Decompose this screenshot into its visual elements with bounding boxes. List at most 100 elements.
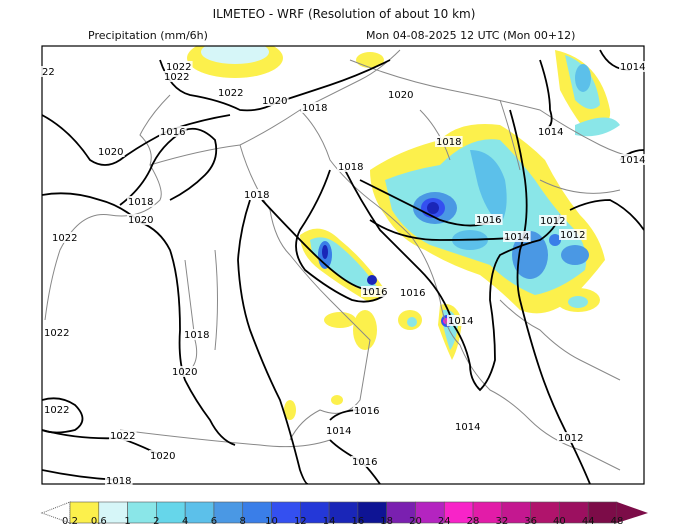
- colorbar-label: 18: [380, 516, 394, 527]
- isobar-label: 1014: [326, 426, 351, 437]
- isobar-label-bg: [159, 126, 187, 137]
- colorbar-label: 40: [553, 516, 566, 527]
- isobar-label-bg: [109, 430, 137, 441]
- colorbar-swatch: [213, 501, 244, 524]
- isobar-label: 1022: [218, 88, 243, 99]
- isobar-label-bg: [51, 232, 79, 243]
- isobar-label: 1022: [52, 233, 77, 244]
- colorbar-label: 6: [210, 516, 218, 527]
- isobar-label-bg: [619, 61, 647, 72]
- isobar-label-bg: [454, 421, 482, 432]
- isobar-label-bg: [387, 89, 415, 100]
- colorbar-label: 1: [124, 516, 131, 527]
- isobar-label-bg: [539, 215, 567, 226]
- isobar-label: 1016: [400, 288, 425, 299]
- isobar-label: 1018: [338, 162, 363, 173]
- isobar-label-bg: [619, 154, 647, 165]
- colorbar-label: 10: [265, 516, 278, 527]
- isobar-label: 1014: [504, 232, 529, 243]
- isobar-label: 1012: [540, 216, 565, 227]
- isobar-label-bg: [353, 405, 381, 416]
- isobar-label-bg: [165, 61, 193, 72]
- colorbar-label: 32: [495, 516, 509, 527]
- isobar-label-bg: [399, 287, 427, 298]
- isobar-label: 1012: [560, 230, 585, 241]
- isobar-label: 1022: [110, 431, 135, 442]
- isobar-label-bg: [475, 214, 503, 225]
- isobar-label-bg: [337, 161, 365, 172]
- isobar-label: 1012: [558, 433, 583, 444]
- valid-time-label: Mon 04-08-2025 12 UTC (Mon 00+12): [366, 29, 576, 42]
- isobar-label: 1018: [128, 197, 153, 208]
- isobar-label-bg: [43, 327, 71, 338]
- colorbar-swatch: [184, 501, 215, 524]
- isobar-label-bg: [43, 404, 71, 415]
- isobar-label: 1016: [352, 457, 377, 468]
- isobar-label-bg: [127, 214, 155, 225]
- isobar-label-bg: [149, 450, 177, 461]
- isobar-label-bg: [171, 366, 199, 377]
- colorbar-label: 4: [181, 516, 189, 527]
- isobar-label-bg: [163, 71, 191, 82]
- isobar-label: 1020: [172, 367, 197, 378]
- isobar-label: 1018: [302, 103, 327, 114]
- isobar-label: 1016: [354, 406, 379, 417]
- colorbar-label: 20: [409, 516, 422, 527]
- isobar-label: 1022: [44, 328, 69, 339]
- isobar-label-bg: [105, 475, 133, 486]
- colorbar-label: 0.2: [62, 516, 78, 527]
- isobar-label-bg: [243, 189, 271, 200]
- isobar-label: 1022: [44, 405, 69, 416]
- isobar-label: 1022: [166, 62, 191, 73]
- colorbar-label: 14: [322, 516, 336, 527]
- colorbar-label: 12: [293, 516, 307, 527]
- isobar-label-bg: [435, 136, 463, 147]
- isobar-label: 1014: [448, 316, 473, 327]
- isobar-label: 1016: [476, 215, 501, 226]
- isobar-label: 1014: [620, 155, 645, 166]
- isobar-label: 1014: [620, 62, 645, 73]
- isobar-label-bg: [183, 329, 211, 340]
- isobar-label-bg: [301, 102, 329, 113]
- isobar-label-bg: [447, 315, 475, 326]
- colorbar-label: 0.6: [90, 516, 107, 527]
- colorbar-label: 36: [524, 516, 537, 527]
- colorbar-label: 48: [610, 516, 624, 527]
- colorbar-over-triangle: [617, 502, 648, 523]
- isobar-label-bg: [217, 87, 245, 98]
- isobar-label-bg: [325, 425, 353, 436]
- isobar-label-bg: [127, 196, 155, 207]
- isobar-label: 1014: [455, 422, 480, 433]
- isobar-label-bg: [557, 432, 585, 443]
- isobar-label: 1020: [388, 90, 413, 101]
- isobar-label-bg: [261, 95, 289, 106]
- isobar-label: 22: [42, 67, 55, 78]
- colorbar-label: 44: [581, 516, 595, 527]
- isobar-labels: 1022102210221020101810161020101810201018…: [41, 61, 647, 487]
- isobar-label: 1014: [538, 127, 563, 138]
- isobar-label: 1022: [164, 72, 189, 83]
- colorbar-label: 28: [466, 516, 480, 527]
- isobar-label: 1020: [98, 147, 123, 158]
- isobar-label-bg: [537, 126, 565, 137]
- isobar-label: 1018: [244, 190, 269, 201]
- colorbar-swatch: [156, 501, 186, 524]
- isobar-label-bg: [361, 286, 389, 297]
- isobar-label: 1018: [184, 330, 209, 341]
- coastlines-borders: [44, 49, 644, 471]
- map-frame: [41, 45, 645, 485]
- isobar-label-bg: [503, 231, 531, 242]
- colorbar-label: 16: [351, 516, 365, 527]
- isobar-label: 1020: [262, 96, 287, 107]
- isobar-label: 1018: [436, 137, 461, 148]
- colorbar-swatch: [127, 501, 157, 524]
- isobar-label: 1016: [362, 287, 387, 298]
- isobar-label: 1020: [128, 215, 153, 226]
- isobar-label: 1016: [160, 127, 185, 138]
- colorbar-label: 8: [239, 516, 246, 527]
- colorbar-label: 2: [153, 516, 160, 527]
- isobar-label-bg: [97, 146, 125, 157]
- isobar-label-bg: [41, 66, 56, 77]
- colorbar: [40, 501, 648, 524]
- map-title: ILMETEO - WRF (Resolution of about 10 km…: [212, 7, 476, 21]
